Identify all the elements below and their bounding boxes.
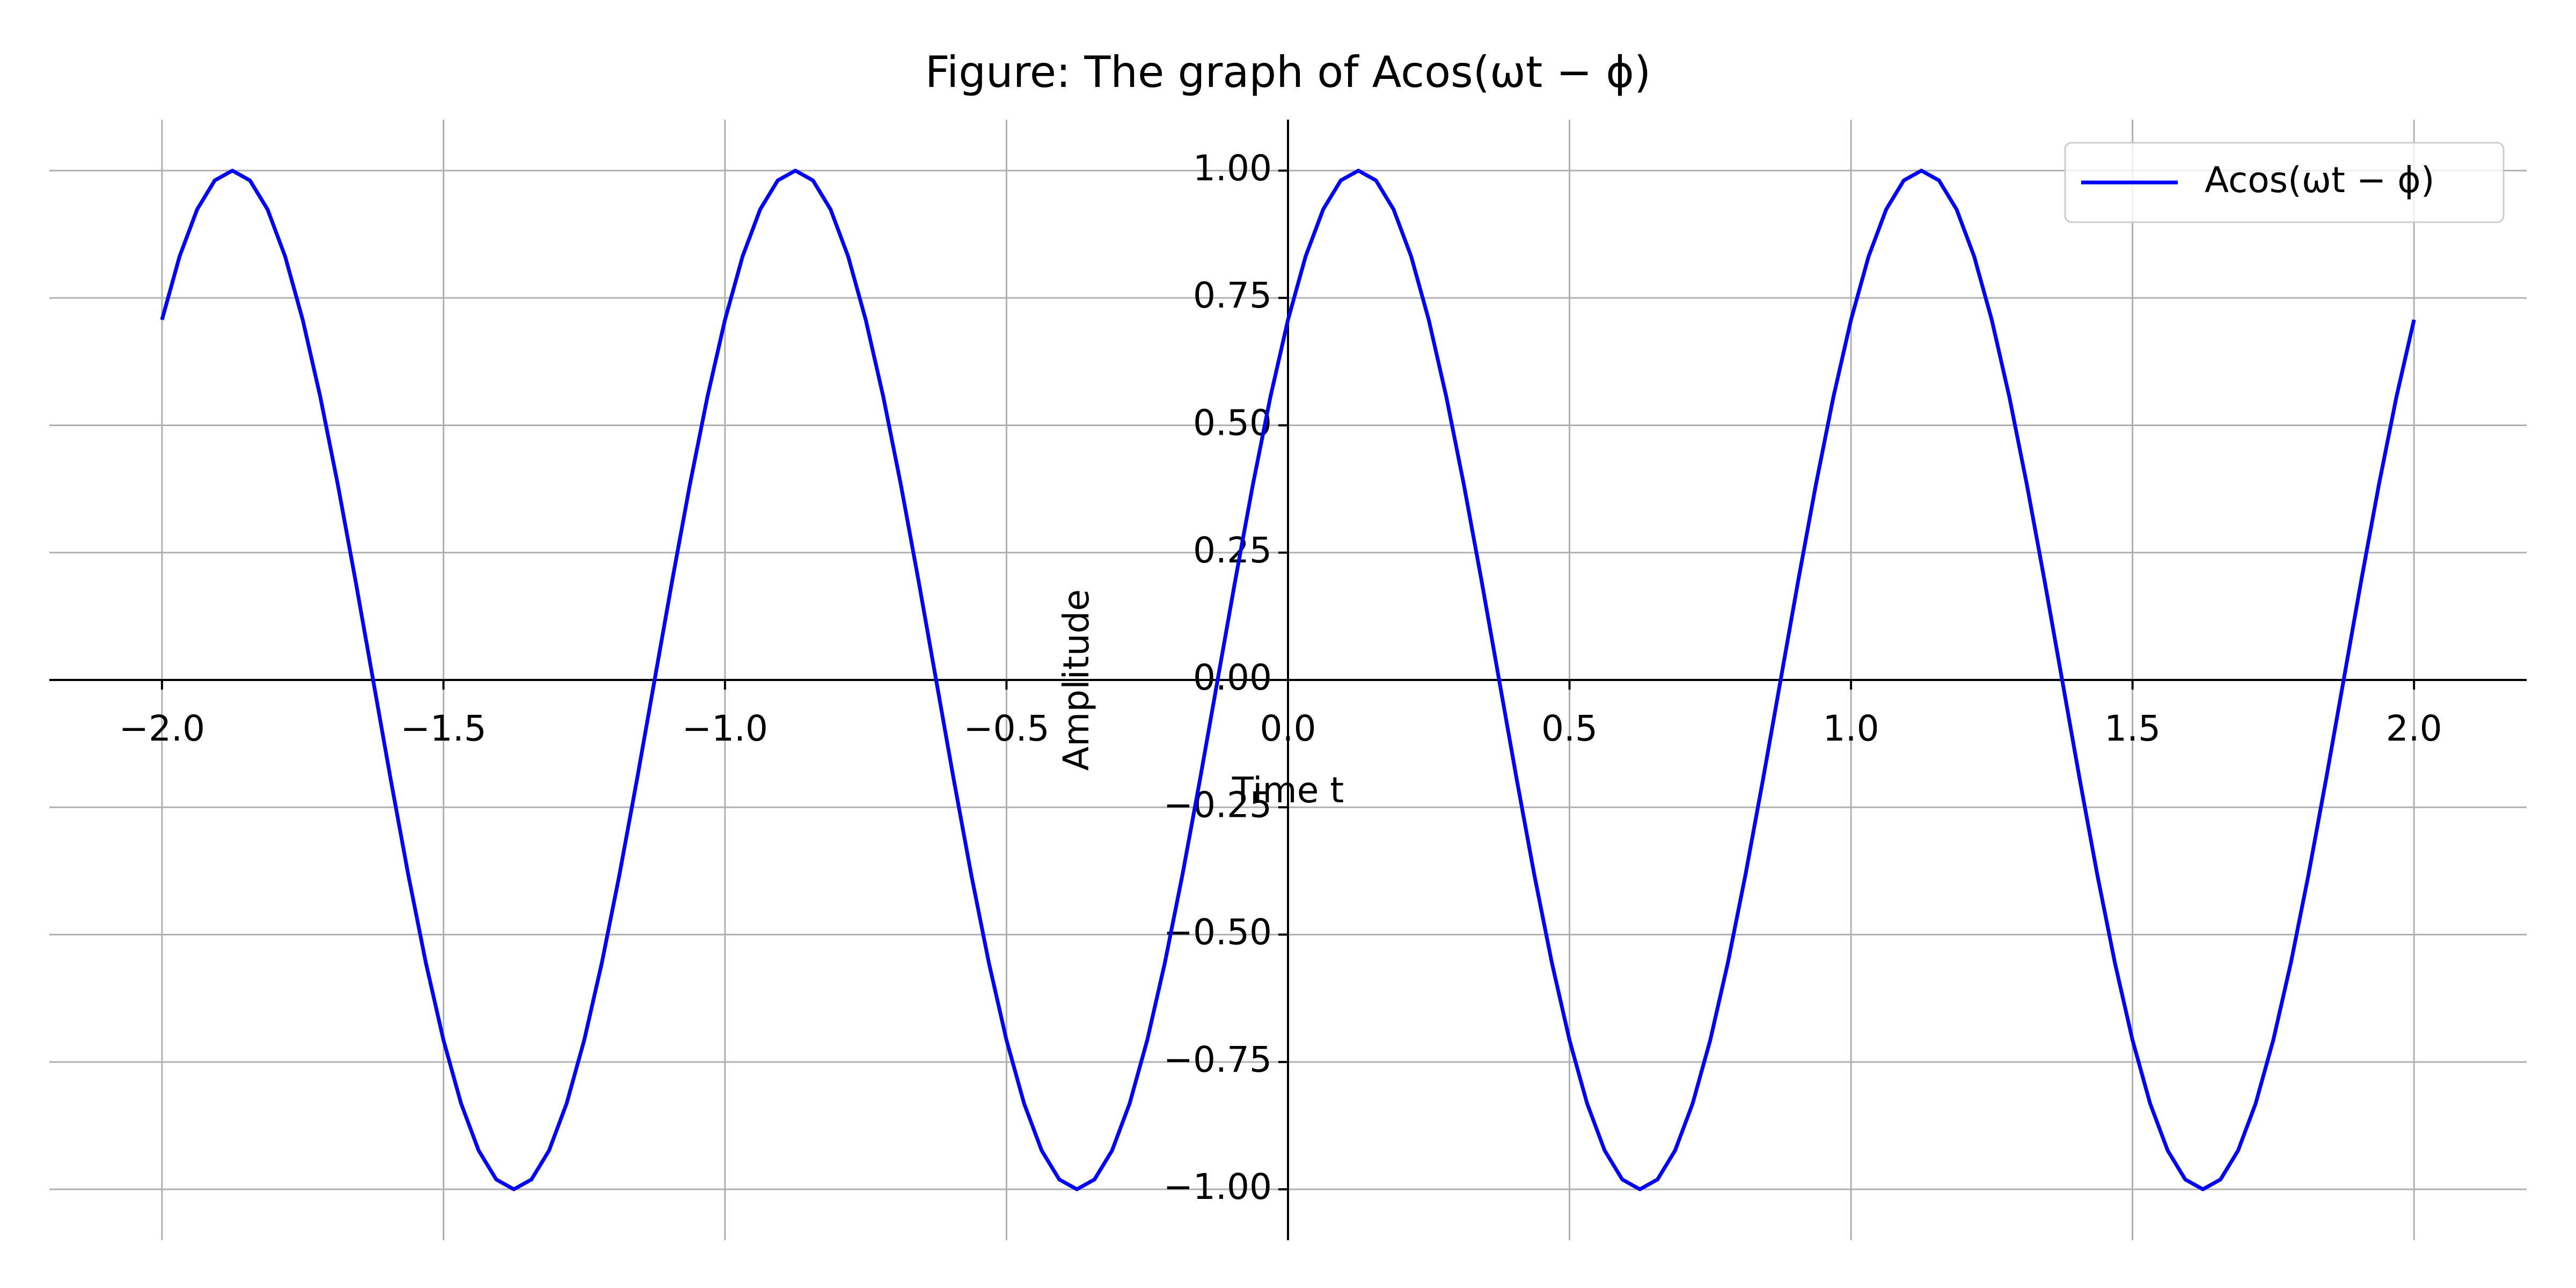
y-tick-label: −0.25 — [1163, 784, 1272, 825]
x-tick-label: −1.0 — [682, 708, 768, 749]
y-tick-label: 0.25 — [1193, 530, 1272, 571]
x-tick-label: 1.5 — [2104, 708, 2161, 749]
line-series — [160, 169, 2416, 1191]
x-tick-label: −2.0 — [119, 708, 205, 749]
y-tick-label: 1.00 — [1193, 148, 1272, 189]
y-tick-label: 0.00 — [1193, 657, 1272, 698]
x-axis-label: Time t — [1232, 770, 1344, 811]
legend-box — [2064, 142, 2505, 223]
y-axis-label: Amplitude — [1056, 589, 1097, 771]
x-tick-label: 0.5 — [1541, 708, 1598, 749]
x-tick-label: 2.0 — [2386, 708, 2442, 749]
chart-title: Figure: The graph of Acos(ωt − ϕ) — [925, 47, 1651, 97]
y-tick-label: 0.75 — [1193, 275, 1272, 316]
x-tick-label: −0.5 — [963, 708, 1049, 749]
legend-label: Acos(ωt − ϕ) — [2205, 159, 2434, 201]
y-tick-label: −1.00 — [1163, 1166, 1272, 1208]
legend: Acos(ωt − ϕ) — [2064, 142, 2505, 223]
y-tick-label: −0.75 — [1163, 1039, 1272, 1080]
x-tick-label: 1.0 — [1823, 708, 1879, 749]
y-tick-label: 0.50 — [1193, 402, 1272, 444]
y-tick-label: −0.50 — [1163, 912, 1272, 953]
x-tick-label: −1.5 — [400, 708, 486, 749]
x-tick-label: 0.0 — [1260, 708, 1316, 749]
